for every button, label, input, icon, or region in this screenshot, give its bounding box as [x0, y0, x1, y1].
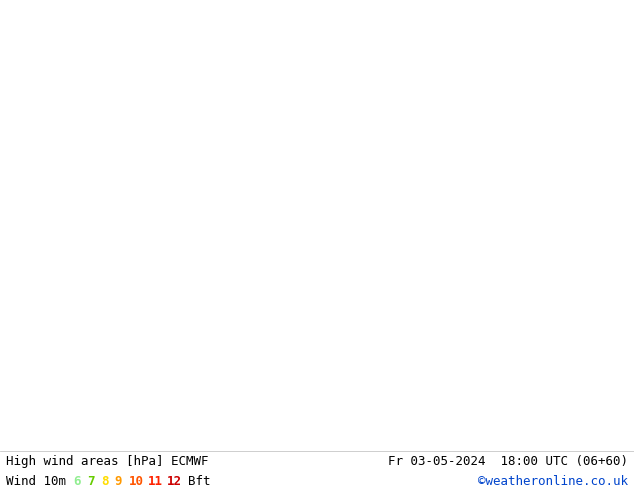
Text: 6: 6 — [73, 475, 81, 488]
Text: 12: 12 — [167, 475, 182, 488]
Text: 7: 7 — [87, 475, 94, 488]
Text: High wind areas [hPa] ECMWF: High wind areas [hPa] ECMWF — [6, 455, 209, 467]
Text: Wind 10m: Wind 10m — [6, 475, 67, 488]
Text: 11: 11 — [148, 475, 163, 488]
Text: Bft: Bft — [188, 475, 210, 488]
Text: Fr 03-05-2024  18:00 UTC (06+60): Fr 03-05-2024 18:00 UTC (06+60) — [387, 455, 628, 467]
Text: ©weatheronline.co.uk: ©weatheronline.co.uk — [477, 475, 628, 488]
Text: 8: 8 — [101, 475, 108, 488]
Text: 9: 9 — [115, 475, 122, 488]
Text: 10: 10 — [129, 475, 144, 488]
